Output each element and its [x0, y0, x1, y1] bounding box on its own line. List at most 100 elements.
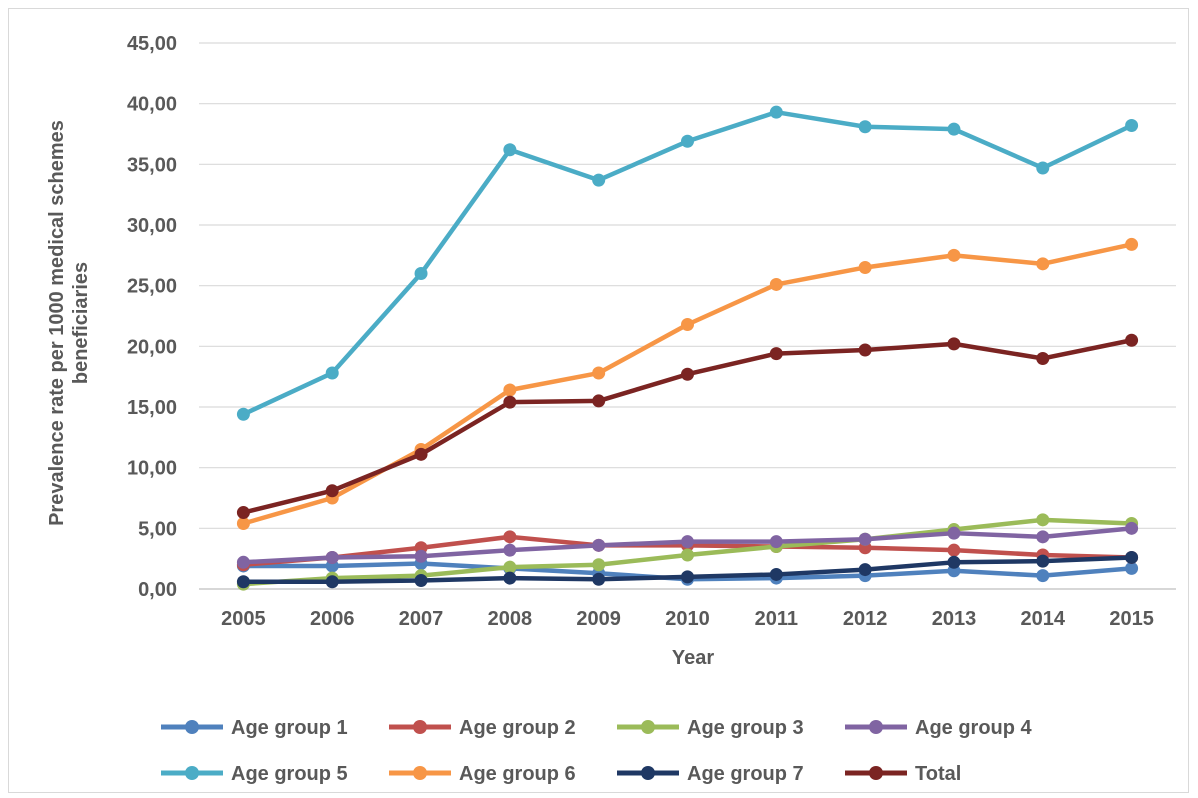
- data-point: [236, 555, 250, 569]
- legend-swatch-marker: [413, 766, 427, 780]
- legend-label: Age group 1: [231, 717, 348, 739]
- y-tick-label: 10,00: [127, 458, 177, 480]
- y-tick-label: 0,00: [138, 579, 177, 601]
- data-point: [1036, 513, 1050, 527]
- y-tick-label: 20,00: [127, 336, 177, 358]
- legend-swatch-marker: [185, 766, 199, 780]
- data-point: [947, 122, 961, 136]
- data-point: [592, 572, 606, 586]
- data-point: [503, 543, 517, 557]
- data-point: [592, 366, 606, 380]
- x-tick-label: 2011: [755, 608, 798, 630]
- legend-label: Age group 7: [687, 763, 804, 785]
- data-point: [681, 367, 694, 381]
- legend-swatch-marker: [185, 720, 199, 734]
- line-chart: 0,00 5,00 10,00 15,00 20,00 25,00 30,00 35,00 40…: [46, 33, 1176, 785]
- data-point: [503, 560, 517, 574]
- y-tick-label: 25,00: [127, 276, 177, 298]
- legend-entry: Age group 3: [617, 717, 804, 739]
- y-tick-label: 35,00: [127, 154, 177, 176]
- legend-label: Age group 2: [459, 717, 576, 739]
- x-tick-label: 2015: [1109, 608, 1154, 630]
- data-point: [592, 394, 606, 408]
- x-tick-label: 2005: [221, 608, 266, 630]
- data-point: [1036, 554, 1050, 568]
- legend-entry: Age group 7: [617, 763, 804, 785]
- gridlines: [199, 42, 1176, 590]
- series-age-group-5: [236, 105, 1139, 421]
- data-point: [858, 343, 872, 357]
- series-line: [241, 338, 1134, 515]
- series-total: [236, 333, 1139, 520]
- y-tick-label: 15,00: [127, 397, 177, 419]
- data-point: [769, 347, 783, 361]
- data-point: [503, 530, 517, 544]
- x-axis-title: Year: [672, 647, 714, 669]
- legend-swatch-marker: [869, 720, 883, 734]
- data-point: [325, 575, 339, 589]
- data-point: [681, 317, 694, 331]
- data-point: [236, 506, 250, 520]
- data-point: [325, 366, 339, 380]
- legend-swatch-marker: [641, 766, 655, 780]
- series-age-group-6: [236, 237, 1139, 530]
- data-point: [1125, 333, 1139, 347]
- x-tick-label: 2009: [576, 608, 621, 630]
- data-point: [769, 105, 783, 119]
- x-tick-label: 2012: [843, 608, 888, 630]
- data-point: [1036, 530, 1050, 544]
- series-age-group-4: [236, 521, 1139, 569]
- data-point: [769, 567, 783, 581]
- x-tick-label: 2006: [310, 608, 355, 630]
- data-point: [858, 532, 872, 546]
- data-point: [1125, 237, 1139, 251]
- legend-entry: Age group 4: [845, 717, 1033, 739]
- x-tick-label: 2014: [1021, 608, 1066, 630]
- data-point: [236, 575, 250, 589]
- y-tick-label: 45,00: [127, 33, 177, 55]
- data-point: [503, 143, 517, 157]
- data-point: [858, 563, 872, 577]
- data-point: [947, 248, 961, 262]
- data-point: [503, 395, 517, 409]
- data-point: [592, 173, 606, 187]
- data-point: [325, 550, 339, 564]
- y-tick-label: 5,00: [138, 518, 177, 540]
- legend-swatch-marker: [641, 720, 655, 734]
- data-point: [414, 447, 428, 461]
- legend-entry: Age group 2: [389, 717, 576, 739]
- legend-entry: Age group 6: [389, 763, 576, 785]
- data-point: [236, 516, 250, 530]
- y-axis-title: Prevalence rate per 1000 medical schemes…: [46, 120, 92, 526]
- data-point: [1125, 119, 1139, 133]
- data-point: [503, 571, 517, 585]
- legend-label: Total: [915, 763, 961, 785]
- data-point: [325, 484, 339, 498]
- data-point: [1125, 521, 1139, 535]
- data-point: [947, 543, 961, 557]
- x-tick-label: 2007: [399, 608, 444, 630]
- data-point: [681, 535, 694, 549]
- legend-swatch-marker: [413, 720, 427, 734]
- legend-entry: Total: [845, 763, 961, 785]
- data-point: [681, 134, 694, 148]
- data-point: [414, 549, 428, 563]
- data-point: [1125, 561, 1139, 575]
- y-tick-labels: 0,00 5,00 10,00 15,00 20,00 25,00 30,00 35,00 40…: [127, 33, 177, 601]
- data-point: [681, 548, 694, 562]
- y-axis-title-line-1: Prevalence rate per 1000 medical schemes: [46, 120, 68, 526]
- legend-label: Age group 3: [687, 717, 804, 739]
- data-point: [503, 383, 517, 397]
- data-point: [947, 555, 961, 569]
- chart-frame: 0,00 5,00 10,00 15,00 20,00 25,00 30,00 35,00 40…: [8, 8, 1189, 793]
- data-point: [592, 538, 606, 552]
- data-point: [947, 526, 961, 540]
- x-tick-label: 2010: [665, 608, 710, 630]
- data-point: [414, 574, 428, 588]
- data-point: [1036, 257, 1050, 271]
- data-point: [1036, 161, 1050, 175]
- y-tick-label: 40,00: [127, 94, 177, 116]
- legend-entry: Age group 1: [161, 717, 348, 739]
- legend-swatch-marker: [869, 766, 883, 780]
- data-point: [858, 120, 872, 134]
